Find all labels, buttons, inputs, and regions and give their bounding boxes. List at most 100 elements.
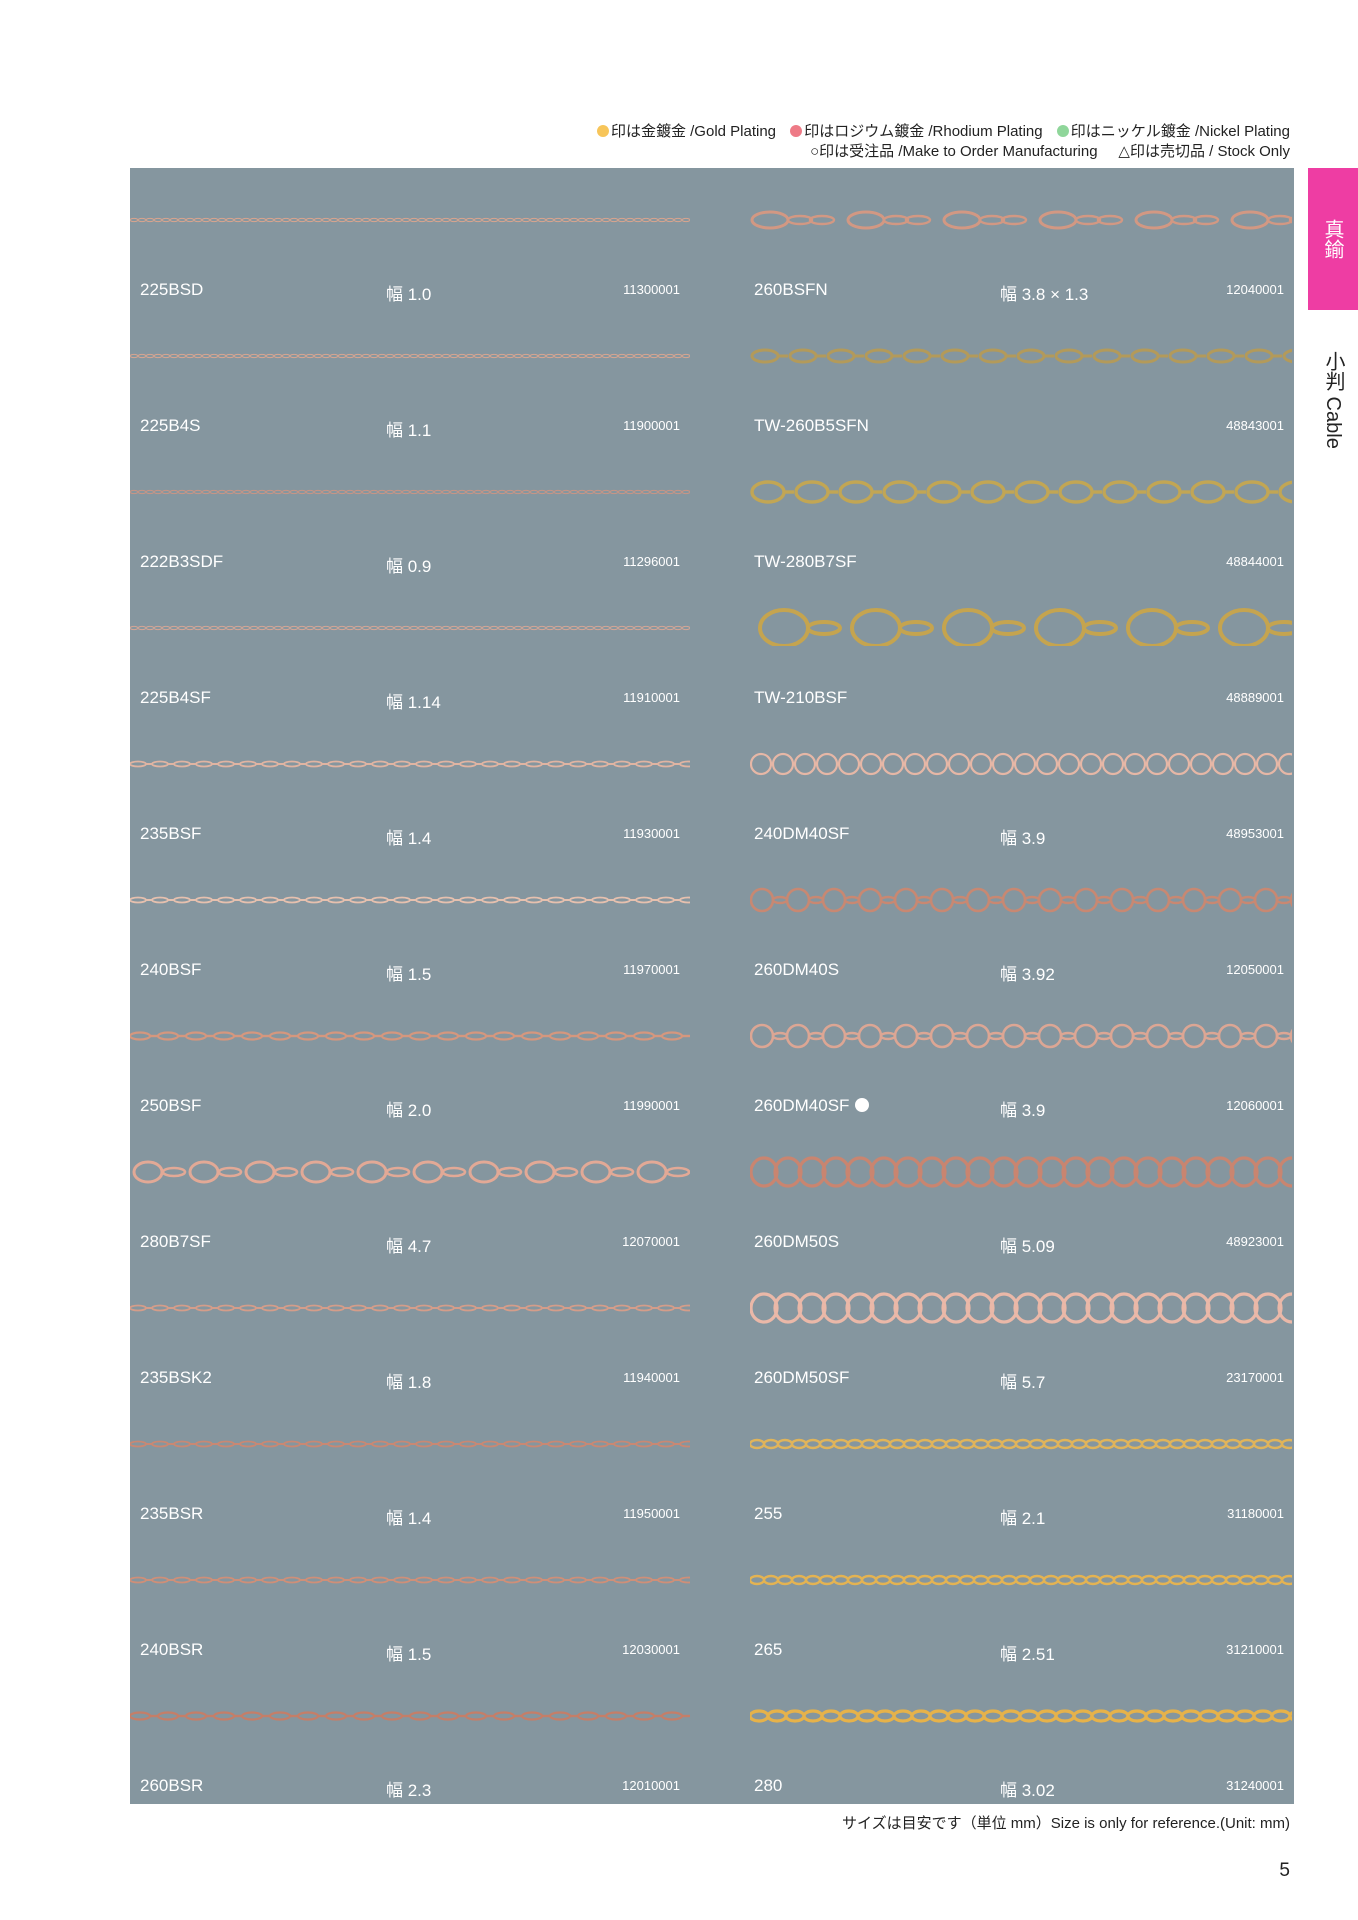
rhodium-dot-icon bbox=[790, 125, 803, 137]
chain-image bbox=[750, 348, 1292, 364]
product-code-text: 280 bbox=[754, 1776, 783, 1795]
chain-image bbox=[130, 1304, 690, 1312]
product-width: 幅 1.8 bbox=[386, 1373, 432, 1392]
product-code: 222B3SDF bbox=[140, 552, 223, 572]
chain-item: 260BSR 幅 2.3 12010001 bbox=[130, 1664, 690, 1800]
product-code-text: 235BSF bbox=[140, 824, 202, 843]
product-code: 265 bbox=[754, 1640, 782, 1660]
product-number: 31210001 bbox=[1226, 1642, 1284, 1657]
product-number: 48843001 bbox=[1226, 418, 1284, 433]
product-number: 48923001 bbox=[1226, 1234, 1284, 1249]
chain-item: 260DM40SF 幅 3.9 12060001 bbox=[750, 984, 1292, 1120]
product-code-text: TW-210BSF bbox=[754, 688, 848, 707]
product-width: 幅 0.9 bbox=[386, 557, 432, 576]
product-number: 11990001 bbox=[623, 1098, 680, 1113]
product-number: 23170001 bbox=[1226, 1370, 1284, 1385]
product-code: 225B4SF bbox=[140, 688, 211, 708]
chain-item: 235BSR 幅 1.4 11950001 bbox=[130, 1392, 690, 1528]
chain-image bbox=[750, 210, 1292, 230]
chain-item: 250BSF 幅 2.0 11990001 bbox=[130, 984, 690, 1120]
gold-dot-icon bbox=[596, 125, 609, 137]
chain-item: TW-280B7SF 48844001 bbox=[750, 440, 1292, 576]
product-width: 幅 2.3 bbox=[386, 1781, 432, 1800]
chain-item: 222B3SDF 幅 0.9 11296001 bbox=[130, 440, 690, 576]
product-code-text: 265 bbox=[754, 1640, 783, 1659]
page-number: 5 bbox=[1279, 1860, 1290, 1881]
product-width: 幅 1.1 bbox=[386, 421, 432, 440]
product-code: 260BSFN bbox=[754, 280, 828, 300]
chain-image bbox=[130, 1711, 690, 1721]
legend-rhodium: 印はロジウム鍍金 /Rhodium Plating bbox=[804, 123, 1043, 140]
product-code: 280 bbox=[754, 1776, 782, 1796]
chain-item: TW-210BSF 48889001 bbox=[750, 576, 1292, 712]
product-width: 幅 2.1 bbox=[1000, 1509, 1046, 1528]
product-code-text: 225B4S bbox=[140, 416, 201, 435]
chain-image bbox=[750, 1709, 1292, 1723]
product-code: 260DM40SF bbox=[754, 1096, 870, 1116]
chain-item: 225B4SF 幅 1.14 11910001 bbox=[130, 576, 690, 712]
product-width: 幅 1.4 bbox=[386, 829, 432, 848]
product-number: 31180001 bbox=[1227, 1506, 1284, 1521]
legend-gold: 印は金鍍金 /Gold Plating bbox=[610, 123, 777, 140]
product-code-text: 260DM50SF bbox=[754, 1368, 850, 1387]
product-width: 幅 3.9 bbox=[1000, 1101, 1046, 1120]
product-code-text: 225B4SF bbox=[140, 688, 211, 707]
product-width: 幅 3.02 bbox=[1000, 1781, 1055, 1800]
chain-item: 260DM50S 幅 5.09 48923001 bbox=[750, 1120, 1292, 1256]
product-number: 11296001 bbox=[623, 554, 680, 569]
chain-item: 240DM40SF 幅 3.9 48953001 bbox=[750, 712, 1292, 848]
chain-image bbox=[750, 752, 1292, 776]
chain-item: 260DM40S 幅 3.92 12050001 bbox=[750, 848, 1292, 984]
product-code: 235BSR bbox=[140, 1504, 203, 1524]
product-code: 260BSR bbox=[140, 1776, 203, 1796]
chain-item: 235BSF 幅 1.4 11930001 bbox=[130, 712, 690, 848]
chain-image bbox=[758, 608, 1292, 646]
product-code-text: 225BSD bbox=[140, 280, 204, 299]
product-width: 幅 1.5 bbox=[386, 965, 432, 984]
chain-image bbox=[750, 1023, 1292, 1049]
chain-image bbox=[130, 353, 690, 359]
product-number: 11940001 bbox=[623, 1370, 680, 1385]
product-code: 250BSF bbox=[140, 1096, 201, 1116]
chain-image bbox=[130, 760, 690, 768]
product-number: 48953001 bbox=[1226, 826, 1284, 841]
product-code-text: 255 bbox=[754, 1504, 783, 1523]
chain-image bbox=[750, 1156, 1292, 1188]
chain-image bbox=[750, 480, 1292, 504]
chain-image bbox=[130, 489, 690, 495]
chain-image bbox=[130, 217, 690, 223]
product-number: 12060001 bbox=[1226, 1098, 1284, 1113]
product-code-text: 260BSFN bbox=[754, 280, 828, 299]
product-number: 48844001 bbox=[1226, 554, 1284, 569]
chain-image bbox=[750, 1438, 1292, 1450]
chain-item: 280B7SF 幅 4.7 12070001 bbox=[130, 1120, 690, 1256]
chain-item: 265 幅 2.51 31210001 bbox=[750, 1528, 1292, 1664]
product-code: 235BSK2 bbox=[140, 1368, 212, 1388]
chain-image bbox=[130, 1440, 690, 1448]
product-code-text: 250BSF bbox=[140, 1096, 202, 1115]
product-number: 31240001 bbox=[1226, 1778, 1284, 1793]
product-code: 260DM50SF bbox=[754, 1368, 849, 1388]
chain-image bbox=[750, 1292, 1292, 1324]
product-code-text: TW-260B5SFN bbox=[754, 416, 869, 435]
product-code: 240BSF bbox=[140, 960, 201, 980]
product-code-text: 260BSR bbox=[140, 1776, 204, 1795]
product-width: 幅 3.8 × 1.3 bbox=[1000, 285, 1089, 304]
product-width: 幅 1.5 bbox=[386, 1645, 432, 1664]
nickel-plating-dot-icon bbox=[855, 1098, 870, 1112]
product-width: 幅 2.0 bbox=[386, 1101, 432, 1120]
product-width: 幅 1.0 bbox=[386, 285, 432, 304]
legend-stock-only: △印は売切品 / Stock Only bbox=[1118, 143, 1290, 160]
nickel-dot-icon bbox=[1056, 125, 1069, 137]
product-code-text: 235BSK2 bbox=[140, 1368, 212, 1387]
product-code: TW-210BSF bbox=[754, 688, 847, 708]
chain-image bbox=[130, 896, 690, 904]
category-label: 小判 Cable bbox=[1322, 351, 1344, 449]
product-number: 12070001 bbox=[622, 1234, 680, 1249]
product-code: 255 bbox=[754, 1504, 782, 1524]
chain-image bbox=[130, 1031, 690, 1041]
material-tab[interactable]: 真鍮 bbox=[1308, 168, 1358, 310]
product-number: 48889001 bbox=[1226, 690, 1284, 705]
size-footnote: サイズは目安です（単位 mm）Size is only for referenc… bbox=[842, 1815, 1290, 1832]
plating-legend: 印は金鍍金 /Gold Plating 印はロジウム鍍金 /Rhodium Pl… bbox=[587, 122, 1290, 162]
